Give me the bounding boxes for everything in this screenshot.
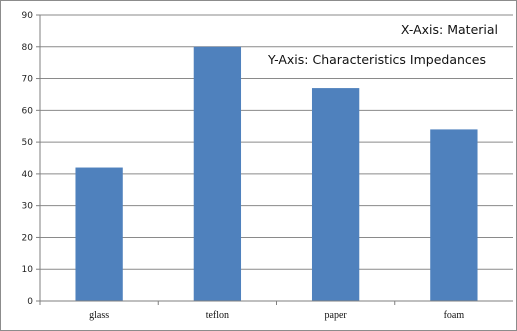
x-tick-label: foam	[444, 310, 465, 321]
bar-glass	[75, 167, 123, 301]
y-tick-label: 40	[22, 170, 34, 180]
bar-teflon	[193, 46, 242, 302]
y-tick-label: 70	[22, 75, 34, 85]
x-tick-label: glass	[89, 310, 109, 321]
x-axis-labels: glass teflon paper foam	[39, 301, 465, 321]
bar-foam	[430, 129, 478, 301]
y-tick-label: 30	[22, 202, 34, 212]
x-tick-label: paper	[325, 310, 348, 321]
bar-paper	[311, 88, 360, 301]
annotation-y-axis: Y-Axis: Characteristics Impedances	[267, 52, 486, 67]
x-tick-label: teflon	[206, 310, 229, 321]
y-tick-label: 60	[22, 106, 34, 116]
annotation-x-axis: X-Axis: Material	[401, 22, 498, 37]
y-tick-label: 90	[22, 11, 34, 21]
y-axis-ticks: 0 10 20 30 40 50 60 70 80 90	[22, 11, 40, 307]
y-tick-label: 50	[22, 138, 34, 148]
y-tick-label: 0	[27, 297, 33, 307]
y-tick-label: 80	[22, 43, 34, 53]
y-tick-label: 20	[22, 233, 34, 243]
y-tick-label: 10	[22, 265, 34, 275]
bars	[75, 46, 478, 302]
